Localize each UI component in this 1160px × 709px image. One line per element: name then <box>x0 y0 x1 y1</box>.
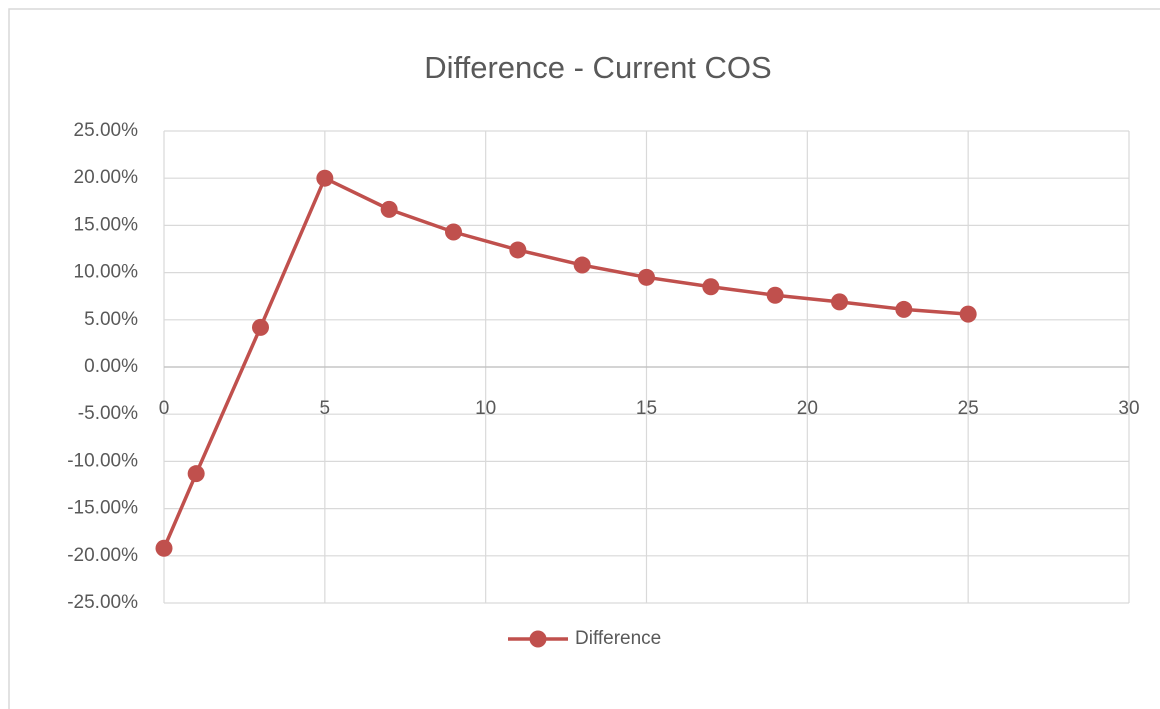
y-tick-label: -5.00% <box>78 403 138 424</box>
y-tick-label: -20.00% <box>67 545 138 566</box>
x-tick-label: 0 <box>159 398 170 419</box>
y-tick-label: 25.00% <box>74 120 139 141</box>
x-tick-label: 5 <box>320 398 331 419</box>
chart-frame <box>8 8 1160 709</box>
point <box>380 200 398 218</box>
y-tick-label: -25.00% <box>67 592 138 613</box>
legend-marker <box>529 630 547 648</box>
y-tick-label: 10.00% <box>74 262 139 283</box>
y-tick-label: -15.00% <box>67 498 138 519</box>
series-line <box>162 175 969 549</box>
legend-label: Difference <box>575 628 661 649</box>
point <box>573 256 591 274</box>
y-tick-label: -10.00% <box>67 450 138 471</box>
y-tick-label: 5.00% <box>84 309 138 330</box>
point <box>702 278 720 296</box>
x-tick-label: 10 <box>475 398 496 419</box>
point <box>831 293 848 311</box>
y-tick-label: 0.00% <box>84 356 138 377</box>
y-tick-label: 15.00% <box>74 214 139 235</box>
x-tick-label: 15 <box>636 398 657 419</box>
y-tick-label: 20.00% <box>74 167 139 188</box>
point <box>445 223 462 241</box>
point <box>509 241 527 259</box>
point <box>316 169 334 187</box>
point <box>959 305 977 323</box>
point <box>187 465 205 483</box>
point <box>252 318 269 336</box>
point <box>638 268 655 286</box>
point <box>766 286 784 304</box>
point <box>155 539 173 557</box>
x-tick-label: 30 <box>1118 398 1139 419</box>
chart-title: Difference - Current COS <box>424 50 771 85</box>
x-tick-label: 25 <box>958 398 979 419</box>
point <box>895 300 913 318</box>
x-tick-label: 20 <box>797 398 818 419</box>
